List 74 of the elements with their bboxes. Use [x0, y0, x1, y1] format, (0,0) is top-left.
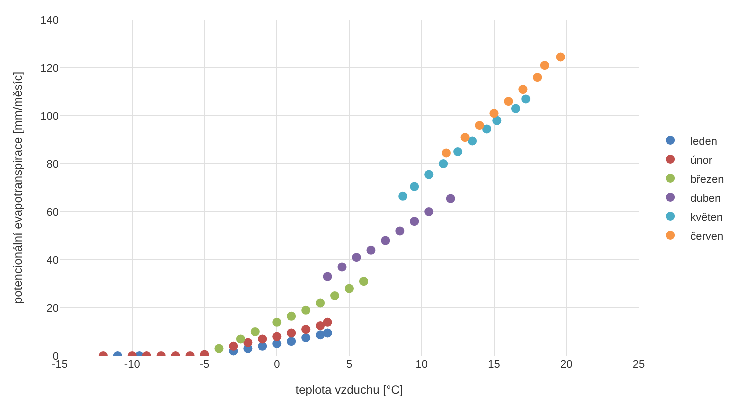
- point: [316, 298, 326, 308]
- point: [442, 148, 451, 158]
- point: [352, 253, 362, 262]
- y-tick-label: 140: [40, 14, 59, 27]
- point: [511, 104, 520, 114]
- point: [482, 124, 492, 134]
- point: [522, 94, 531, 104]
- x-tick-label: 0: [274, 359, 280, 371]
- y-tick-label: 40: [46, 254, 59, 267]
- point: [287, 337, 296, 346]
- point: [540, 61, 550, 70]
- point: [396, 226, 405, 236]
- point: [244, 338, 253, 348]
- legend-label: květen: [690, 212, 723, 224]
- point: [518, 85, 528, 94]
- point: [302, 306, 311, 315]
- legend-label: duben: [690, 192, 722, 205]
- point: [272, 332, 282, 342]
- x-tick-label: -15: [52, 359, 68, 371]
- legend-label: červen: [690, 230, 724, 243]
- point: [439, 160, 448, 168]
- point: [492, 116, 502, 126]
- point: [250, 328, 260, 336]
- point: [468, 136, 478, 146]
- point: [454, 148, 463, 156]
- point: [475, 121, 484, 130]
- y-tick-label: 100: [40, 110, 59, 123]
- x-tick-label: 20: [560, 359, 573, 371]
- y-tick-label: 60: [46, 206, 59, 219]
- x-tick-label: -5: [200, 359, 210, 371]
- point: [410, 182, 420, 192]
- point: [345, 284, 354, 294]
- x-tick-label: -10: [124, 359, 140, 371]
- x-tick-label: 5: [346, 359, 353, 371]
- point: [214, 344, 224, 354]
- point: [229, 342, 238, 351]
- point: [446, 194, 456, 204]
- point: [287, 312, 296, 321]
- point: [460, 133, 470, 142]
- point: [258, 334, 268, 344]
- point: [338, 262, 347, 272]
- point: [504, 97, 514, 106]
- point: [381, 236, 390, 246]
- point: [556, 52, 566, 62]
- point: [302, 325, 311, 334]
- x-tick-label: 25: [632, 359, 646, 371]
- point: [533, 73, 542, 82]
- point: [366, 246, 376, 255]
- y-tick-label: 80: [46, 158, 59, 171]
- point: [490, 109, 499, 118]
- legend-label: březen: [690, 174, 724, 186]
- y-tick-label: 20: [46, 302, 59, 315]
- point: [330, 292, 340, 300]
- y-tick-label: 120: [40, 62, 59, 75]
- point: [316, 330, 326, 340]
- x-axis-title: teplota vzduchu [°C]: [296, 382, 404, 397]
- point: [398, 192, 408, 201]
- y-axis-title: potencionální evapotranspirace [mm/měsíc]: [10, 72, 25, 304]
- point: [410, 217, 420, 226]
- x-tick-label: 10: [416, 359, 428, 371]
- point: [359, 277, 368, 286]
- point: [236, 334, 246, 344]
- point: [323, 328, 332, 338]
- x-tick-label: 15: [488, 359, 500, 371]
- point: [323, 272, 332, 282]
- point: [316, 322, 326, 330]
- legend-label: leden: [690, 136, 718, 148]
- point: [323, 318, 332, 327]
- legend-label: únor: [690, 154, 713, 167]
- point: [302, 334, 311, 342]
- point: [424, 208, 434, 216]
- point: [424, 170, 434, 180]
- point: [287, 328, 296, 338]
- point: [272, 318, 282, 327]
